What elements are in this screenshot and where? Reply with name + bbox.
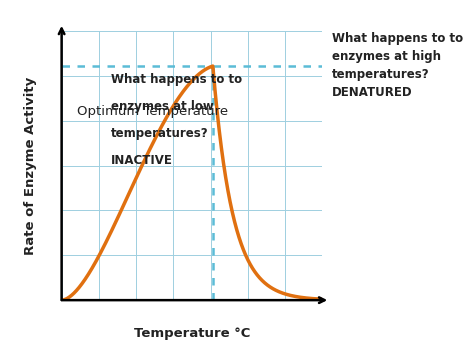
Text: temperatures?: temperatures? bbox=[111, 127, 209, 140]
Text: Temperature °C: Temperature °C bbox=[134, 327, 250, 340]
Text: DENATURED: DENATURED bbox=[332, 86, 412, 99]
Text: INACTIVE: INACTIVE bbox=[111, 154, 173, 167]
Text: enzymes at high: enzymes at high bbox=[332, 50, 441, 63]
Text: Rate of Enzyme Activity: Rate of Enzyme Activity bbox=[24, 77, 37, 255]
Text: enzymes at low: enzymes at low bbox=[111, 100, 214, 113]
Text: temperatures?: temperatures? bbox=[332, 68, 429, 81]
Text: Optimum Temperature: Optimum Temperature bbox=[77, 105, 228, 118]
Text: What happens to to: What happens to to bbox=[111, 73, 242, 86]
Text: What happens to to: What happens to to bbox=[332, 32, 463, 45]
